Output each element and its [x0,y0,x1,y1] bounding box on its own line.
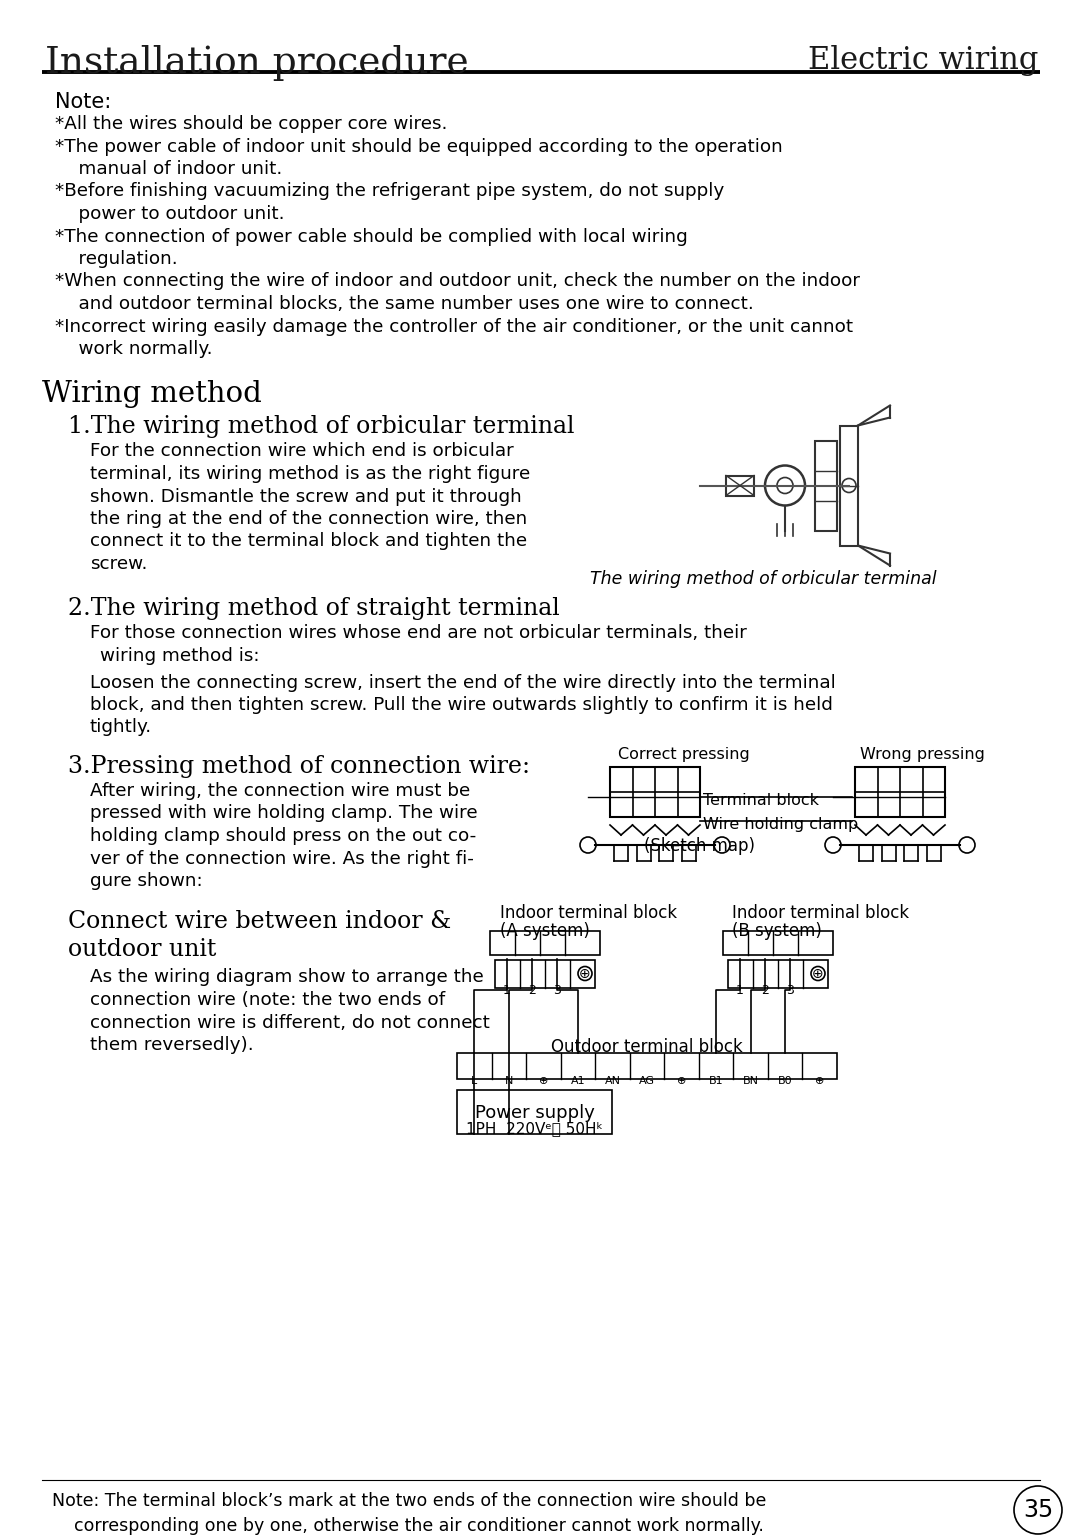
Text: ⊕: ⊕ [677,1076,686,1085]
Text: Wiring method: Wiring method [42,381,261,408]
Text: tightly.: tightly. [90,718,152,737]
Text: 3.Pressing method of connection wire:: 3.Pressing method of connection wire: [68,755,530,778]
Bar [610,768,700,817]
Text: pressed with wire holding clamp. The wire: pressed with wire holding clamp. The wir… [90,804,477,823]
Text: *All the wires should be copper core wires.: *All the wires should be copper core wir… [55,115,447,134]
Text: 1PH  220Vᵉ， 50Hᵏ: 1PH 220Vᵉ， 50Hᵏ [465,1122,603,1136]
Bar [815,441,837,531]
Text: AN: AN [605,1076,620,1085]
Text: 1: 1 [737,984,744,996]
Text: terminal, its wiring method is as the right figure: terminal, its wiring method is as the ri… [90,465,530,484]
Text: manual of indoor unit.: manual of indoor unit. [55,160,282,178]
Text: 35: 35 [1023,1498,1053,1523]
Text: Electric wiring: Electric wiring [808,45,1038,77]
Text: 1: 1 [503,984,511,996]
Text: (Sketch map): (Sketch map) [645,837,756,855]
Bar [457,1053,837,1079]
Text: As the wiring diagram show to arrange the: As the wiring diagram show to arrange th… [90,969,484,987]
Text: Power supply: Power supply [474,1104,594,1122]
Text: 2: 2 [761,984,769,996]
Text: 3: 3 [553,984,561,996]
Text: (B system): (B system) [732,921,822,939]
Circle shape [1014,1486,1062,1533]
Text: gure shown:: gure shown: [90,872,203,890]
Text: *The connection of power cable should be complied with local wiring: *The connection of power cable should be… [55,227,688,246]
Text: Wrong pressing: Wrong pressing [860,748,985,761]
Text: B1: B1 [708,1076,724,1085]
Text: wiring method is:: wiring method is: [100,646,259,665]
Text: ver of the connection wire. As the right fi-: ver of the connection wire. As the right… [90,849,474,867]
Text: BN: BN [743,1076,758,1085]
Text: *Incorrect wiring easily damage the controller of the air conditioner, or the un: *Incorrect wiring easily damage the cont… [55,318,853,336]
Text: work normally.: work normally. [55,339,213,358]
Text: outdoor unit: outdoor unit [68,938,216,961]
Text: A1: A1 [570,1076,585,1085]
Text: B0: B0 [778,1076,793,1085]
Text: ⊕: ⊕ [812,967,824,981]
Text: 1.The wiring method of orbicular terminal: 1.The wiring method of orbicular termina… [68,416,575,439]
Text: For those connection wires whose end are not orbicular terminals, their: For those connection wires whose end are… [90,625,747,643]
Text: 2.The wiring method of straight terminal: 2.The wiring method of straight terminal [68,597,559,620]
Text: Note:: Note: [55,92,111,112]
Text: After wiring, the connection wire must be: After wiring, the connection wire must b… [90,781,470,800]
Text: shown. Dismantle the screw and put it through: shown. Dismantle the screw and put it th… [90,488,522,505]
Text: Installation procedure: Installation procedure [45,45,469,81]
Text: (A system): (A system) [500,921,590,939]
Text: ⊕: ⊕ [815,1076,824,1085]
Text: Connect wire between indoor &: Connect wire between indoor & [68,910,451,933]
Text: ⊕: ⊕ [579,967,591,981]
Text: them reversedly).: them reversedly). [90,1036,254,1055]
Text: *When connecting the wire of indoor and outdoor unit, check the number on the in: *When connecting the wire of indoor and … [55,273,860,290]
Bar [726,476,754,496]
Text: Wire holding clamp: Wire holding clamp [703,817,859,832]
Text: Loosen the connecting screw, insert the end of the wire directly into the termin: Loosen the connecting screw, insert the … [90,674,836,691]
Bar [490,930,600,955]
Text: connect it to the terminal block and tighten the: connect it to the terminal block and tig… [90,533,527,551]
Text: connection wire (note: the two ends of: connection wire (note: the two ends of [90,992,445,1008]
Text: L: L [471,1076,477,1085]
Text: block, and then tighten screw. Pull the wire outwards slightly to confirm it is : block, and then tighten screw. Pull the … [90,695,833,714]
Text: Note: The terminal block’s mark at the two ends of the connection wire should be: Note: The terminal block’s mark at the t… [52,1492,767,1535]
Text: screw.: screw. [90,556,147,573]
Text: Terminal block: Terminal block [703,794,819,807]
Text: holding clamp should press on the out co-: holding clamp should press on the out co… [90,827,476,844]
Bar [728,959,828,987]
Text: N: N [504,1076,513,1085]
Text: regulation.: regulation. [55,250,177,269]
Text: the ring at the end of the connection wire, then: the ring at the end of the connection wi… [90,510,527,528]
Text: AG: AG [639,1076,654,1085]
Text: Indoor terminal block: Indoor terminal block [500,904,677,923]
Text: connection wire is different, do not connect: connection wire is different, do not con… [90,1013,490,1032]
Text: ⊕: ⊕ [539,1076,548,1085]
Text: and outdoor terminal blocks, the same number uses one wire to connect.: and outdoor terminal blocks, the same nu… [55,295,754,313]
Text: 3: 3 [786,984,794,996]
Text: Correct pressing: Correct pressing [618,748,750,761]
Text: Outdoor terminal block: Outdoor terminal block [551,1038,743,1056]
Text: *Before finishing vacuumizing the refrigerant pipe system, do not supply: *Before finishing vacuumizing the refrig… [55,183,725,201]
Bar [855,768,945,817]
Text: 2: 2 [528,984,536,996]
Text: Indoor terminal block: Indoor terminal block [732,904,909,923]
Bar [495,959,595,987]
Text: For the connection wire which end is orbicular: For the connection wire which end is orb… [90,442,514,460]
Text: power to outdoor unit.: power to outdoor unit. [55,206,284,223]
Text: The wiring method of orbicular terminal: The wiring method of orbicular terminal [590,571,936,588]
Bar [457,1090,612,1133]
Bar [723,930,833,955]
Text: *The power cable of indoor unit should be equipped according to the operation: *The power cable of indoor unit should b… [55,138,783,155]
